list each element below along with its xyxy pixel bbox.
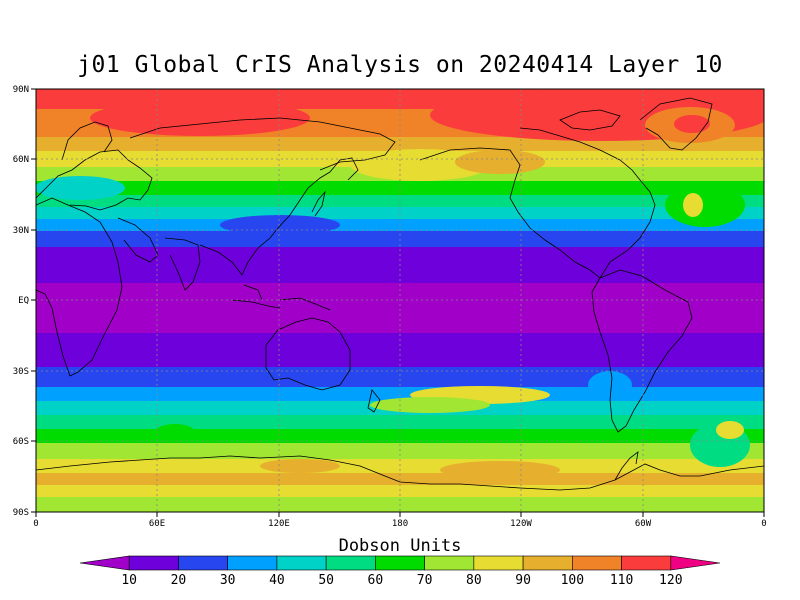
coast-asia-east (199, 171, 331, 276)
tick-marks (31, 88, 765, 517)
atlantic-green-tongue (665, 183, 745, 227)
coast-siberia (129, 117, 396, 171)
colorbar-swatch (572, 555, 622, 571)
colorbar: 10 20 30 40 50 60 70 80 90 100 110 120 (79, 555, 721, 588)
colorbar-label: 40 (269, 573, 285, 588)
lat-label-60n: 60N (13, 155, 29, 165)
colorbar-label: 90 (515, 573, 531, 588)
colorbar-swatch (522, 555, 573, 571)
lon-label-120e: 120E (268, 519, 290, 529)
colorbar-title: Dobson Units (338, 536, 462, 556)
band-38n (36, 207, 764, 219)
colorbar-swatch (178, 555, 228, 571)
colorbar-label: 70 (417, 573, 433, 588)
arctic-red-west (90, 100, 310, 136)
colorbar-swatch (621, 555, 672, 571)
coast-new-zealand (367, 389, 381, 413)
colorbar-swatch (325, 555, 376, 571)
south-pacific-green (370, 397, 490, 413)
colorbar-swatch (227, 555, 278, 571)
band-46s (36, 415, 764, 429)
coast-indonesia (231, 284, 331, 311)
lon-label-180: 180 (392, 519, 408, 529)
lon-label-60w: 60W (635, 519, 652, 529)
lon-label-0: 0 (33, 519, 38, 529)
coast-south-america (591, 269, 693, 433)
ozone-field (36, 89, 764, 512)
coast-antarctic-peninsula (614, 451, 639, 481)
coast-greenland (639, 97, 713, 151)
colorbar-extend-low (79, 555, 130, 571)
colorbar-label: 80 (466, 573, 482, 588)
south-america-cyan (588, 371, 632, 399)
colorbar-label: 30 (220, 573, 236, 588)
coast-europe (36, 149, 153, 211)
colorbar-swatch (128, 555, 179, 571)
colorbar-label: 110 (610, 573, 633, 588)
asia-blue-dip (220, 215, 340, 235)
colorbar-extend-high (670, 555, 721, 571)
colorbar-label: 20 (171, 573, 187, 588)
coast-japan (311, 190, 326, 217)
lat-label-eq: EQ (18, 296, 29, 306)
band-45n (36, 181, 764, 195)
siberia-yellow (350, 149, 490, 181)
coast-arctic-islands (559, 109, 621, 131)
atlantic-yellow-spot (683, 193, 703, 217)
weddell-yellow (716, 421, 744, 439)
canada-red-core (674, 115, 710, 133)
lat-label-30s: 30S (13, 367, 29, 377)
coast-africa (36, 197, 123, 377)
europe-cyan (36, 176, 125, 200)
coast-kamchatka (329, 157, 359, 181)
plot-title: j01 Global CrIS Analysis on 20240414 Lay… (77, 52, 723, 78)
colorbar-label: 10 (121, 573, 137, 588)
lat-label-60s: 60S (13, 437, 29, 447)
antarctic-orange-west (260, 459, 340, 473)
lat-label-90s: 90S (13, 508, 29, 518)
colorbar-swatch (276, 555, 327, 571)
grid-lines (36, 89, 764, 512)
colorbar-label: 50 (318, 573, 334, 588)
indian-ocean-green (155, 424, 195, 440)
coast-antarctica (36, 455, 764, 491)
colorbar-swatch (424, 555, 475, 571)
lon-label-0-east: 0 (761, 519, 766, 529)
colorbar-label: 120 (659, 573, 682, 588)
lon-label-60e: 60E (149, 519, 165, 529)
colorbar-swatch (473, 555, 524, 571)
colorbar-swatch (375, 555, 425, 571)
coast-india (164, 237, 201, 291)
colorbar-label: 100 (561, 573, 584, 588)
colorbar-label: 60 (368, 573, 384, 588)
lat-label-30n: 30N (13, 226, 29, 236)
lat-label-90n: 90N (13, 85, 29, 95)
coast-arabia (117, 217, 159, 263)
coast-scandinavia (61, 121, 113, 161)
antarctic-orange (440, 461, 560, 479)
coast-north-america (419, 127, 656, 279)
coastlines (36, 97, 764, 491)
lon-label-120w: 120W (510, 519, 532, 529)
pacific-orange (455, 150, 545, 174)
band-30s (36, 367, 764, 387)
